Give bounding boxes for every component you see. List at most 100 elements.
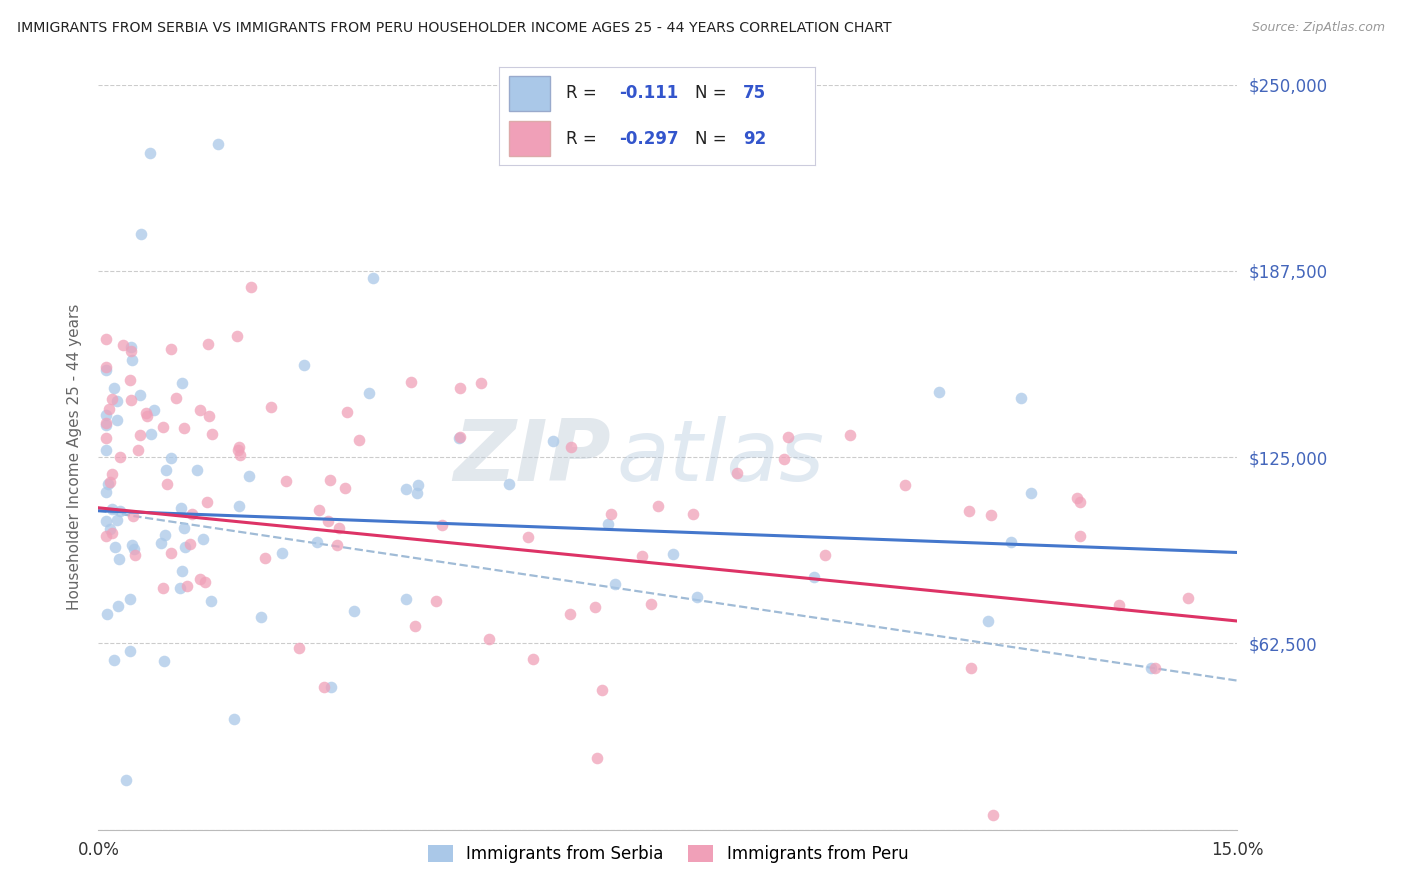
Point xyxy=(333,481,356,495)
Point xyxy=(94,417,117,432)
Point xyxy=(170,564,193,578)
Text: 92: 92 xyxy=(742,129,766,147)
Point xyxy=(118,373,141,387)
Point xyxy=(160,342,183,356)
Point xyxy=(135,409,157,423)
Point xyxy=(336,405,359,419)
Point xyxy=(347,433,370,447)
Point xyxy=(107,599,129,614)
Point xyxy=(118,644,141,658)
Point xyxy=(165,391,187,405)
Point xyxy=(288,641,311,656)
Point xyxy=(197,336,219,351)
Point xyxy=(193,532,215,546)
Point xyxy=(159,546,181,560)
Point xyxy=(960,661,983,675)
Point xyxy=(605,577,627,591)
Point xyxy=(776,430,799,444)
Text: R =: R = xyxy=(565,129,602,147)
Point xyxy=(307,535,329,549)
Legend: Immigrants from Serbia, Immigrants from Peru: Immigrants from Serbia, Immigrants from … xyxy=(420,838,915,870)
Point xyxy=(1066,491,1088,506)
Point xyxy=(173,541,195,555)
Point xyxy=(169,581,191,595)
Point xyxy=(98,401,121,416)
Point xyxy=(662,547,685,561)
Point xyxy=(541,434,564,449)
Point xyxy=(449,430,471,444)
Point xyxy=(105,413,128,427)
Point xyxy=(94,332,117,346)
Point xyxy=(1000,535,1022,549)
Point xyxy=(142,403,165,417)
Point xyxy=(135,406,157,420)
Point xyxy=(1108,599,1130,613)
Text: IMMIGRANTS FROM SERBIA VS IMMIGRANTS FROM PERU HOUSEHOLDER INCOME AGES 25 - 44 Y: IMMIGRANTS FROM SERBIA VS IMMIGRANTS FRO… xyxy=(17,21,891,35)
Point xyxy=(173,521,195,535)
Point xyxy=(404,619,426,633)
Point xyxy=(725,467,748,481)
Point xyxy=(108,504,131,518)
Point xyxy=(186,463,208,477)
Point xyxy=(94,484,117,499)
Point xyxy=(156,477,179,491)
Point xyxy=(103,381,125,395)
Point xyxy=(103,653,125,667)
Point xyxy=(97,477,120,491)
Point xyxy=(586,751,609,765)
Point xyxy=(224,712,246,726)
Point xyxy=(195,495,218,509)
Point xyxy=(312,680,335,694)
Point xyxy=(159,450,181,465)
Point xyxy=(170,500,193,515)
Point xyxy=(96,607,118,622)
Point xyxy=(405,486,427,500)
Point xyxy=(153,654,176,668)
Point xyxy=(516,530,538,544)
Point xyxy=(980,508,1002,522)
Point xyxy=(928,384,950,399)
Point xyxy=(259,400,281,414)
Point xyxy=(449,380,471,394)
Point xyxy=(558,607,581,621)
Point xyxy=(120,344,142,359)
Point xyxy=(395,591,418,606)
Point xyxy=(118,592,141,607)
Point xyxy=(105,394,128,409)
Text: ZIP: ZIP xyxy=(453,416,612,499)
Point xyxy=(94,514,117,528)
Point xyxy=(406,478,429,492)
Point xyxy=(121,341,143,355)
Point xyxy=(647,499,669,513)
Point xyxy=(225,328,247,343)
Point xyxy=(94,362,117,376)
Point xyxy=(254,550,277,565)
Point xyxy=(127,442,149,457)
Point xyxy=(957,504,980,518)
Point xyxy=(326,538,349,552)
Point xyxy=(155,463,177,477)
Point xyxy=(124,541,146,556)
Point xyxy=(1177,591,1199,606)
Point xyxy=(1140,660,1163,674)
Point xyxy=(114,772,136,787)
Point xyxy=(447,431,470,445)
Point xyxy=(981,807,1004,822)
Point xyxy=(139,145,162,160)
Point xyxy=(591,683,613,698)
Point xyxy=(200,593,222,607)
Point xyxy=(1069,529,1091,543)
Point xyxy=(359,386,381,401)
Point xyxy=(180,507,202,521)
Point xyxy=(141,427,163,442)
Point xyxy=(478,632,501,647)
Point xyxy=(121,538,143,552)
Text: Source: ZipAtlas.com: Source: ZipAtlas.com xyxy=(1251,21,1385,34)
Point xyxy=(129,388,152,402)
Point xyxy=(361,271,384,285)
Point xyxy=(101,467,124,481)
Point xyxy=(101,502,124,516)
Point xyxy=(176,579,198,593)
Point xyxy=(207,137,229,152)
Point xyxy=(188,573,211,587)
